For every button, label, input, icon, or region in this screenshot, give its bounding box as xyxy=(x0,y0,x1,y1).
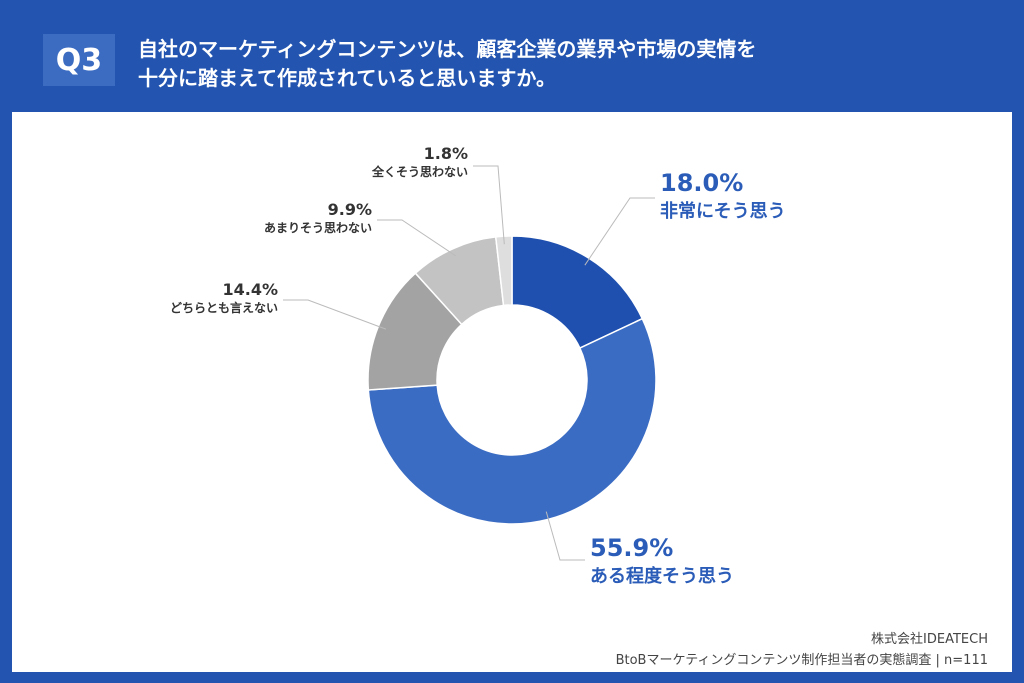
category-label: あまりそう思わない xyxy=(264,221,372,235)
value-label: 9.9% xyxy=(328,200,372,219)
leader-line xyxy=(283,299,387,330)
category-label: 非常にそう思う xyxy=(660,200,786,222)
donut-slice xyxy=(494,235,513,307)
question-title: 自社のマーケティングコンテンツは、顧客企業の業界や市場の実情を 十分に踏まえて作… xyxy=(138,35,756,93)
title-line-1: 自社のマーケティングコンテンツは、顧客企業の業界や市場の実情を xyxy=(138,37,757,61)
donut-slice xyxy=(511,235,644,350)
category-label: どちらとも言えない xyxy=(170,300,278,315)
value-label: 14.4% xyxy=(222,280,278,299)
title-line-2: 十分に踏まえて作成されていると思いますか。 xyxy=(138,66,556,90)
leader-line xyxy=(473,165,505,245)
category-label: 全くそう思わない xyxy=(371,164,468,179)
value-label: 55.9% xyxy=(590,534,673,562)
source-company: 株式会社IDEATECH xyxy=(871,632,988,647)
value-label: 18.0% xyxy=(660,169,743,197)
source-survey: BtoBマーケティングコンテンツ制作担当者の実態調査 | n=111 xyxy=(615,653,988,668)
value-label: 1.8% xyxy=(424,144,468,163)
question-number: Q3 xyxy=(43,34,115,86)
leader-line xyxy=(545,511,585,561)
leader-line xyxy=(584,197,655,266)
leader-line xyxy=(377,219,457,257)
donut-slice xyxy=(367,317,657,525)
category-label: ある程度そう思う xyxy=(590,565,734,587)
chart-panel xyxy=(12,112,1012,672)
